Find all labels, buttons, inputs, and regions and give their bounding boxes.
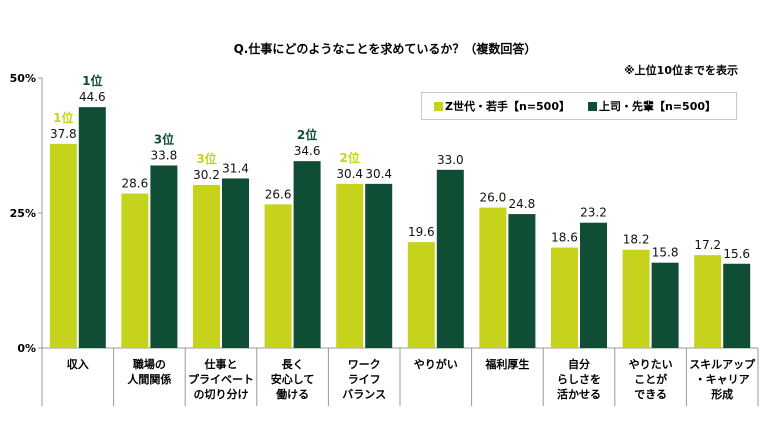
x-tick-label: ライフ	[348, 373, 381, 386]
data-label: 28.6	[122, 177, 149, 191]
bar-boss-senior	[78, 107, 106, 348]
bar-z-generation	[551, 247, 578, 348]
x-tick-label: の切り分け	[194, 387, 249, 401]
data-label: 30.4	[365, 167, 392, 181]
bar-z-generation	[121, 193, 149, 348]
data-label: 15.6	[723, 247, 750, 261]
legend-item-boss-senior: 上司・先輩【n=500】	[588, 98, 716, 114]
rank-label: 1位	[82, 73, 102, 88]
y-tick-label: 50%	[10, 72, 36, 85]
data-label: 26.0	[480, 191, 507, 205]
x-tick-label: 形成	[711, 387, 733, 401]
bar-z-generation	[193, 184, 220, 348]
x-tick-label: ワーク	[348, 358, 381, 371]
x-tick-label: やりたい	[629, 358, 673, 371]
x-tick-label: 収入	[67, 358, 89, 371]
rank-label: 3位	[154, 131, 174, 146]
y-tick-label: 0%	[17, 342, 36, 355]
x-tick-label: 長く	[282, 358, 304, 371]
bar-boss-senior	[436, 169, 464, 348]
chart-note: ※上位10位までを表示	[623, 64, 738, 77]
rank-label: 1位	[53, 110, 73, 125]
x-tick-label: プライベート	[188, 372, 254, 386]
x-tick-label: 仕事と	[204, 357, 238, 371]
rank-label: 2位	[297, 127, 317, 142]
legend-label-boss-senior: 上司・先輩【n=500】	[599, 100, 717, 113]
data-label: 26.6	[265, 187, 292, 201]
x-tick-label: 自分	[568, 357, 590, 371]
bar-boss-senior	[293, 161, 321, 348]
data-label: 18.2	[623, 233, 650, 247]
x-tick-label: 安心して	[271, 372, 315, 386]
x-tick-label: 福利厚生	[484, 357, 529, 371]
rank-label: 2位	[340, 150, 360, 165]
data-label: 19.6	[408, 225, 435, 239]
bar-boss-senior	[365, 183, 393, 348]
data-label: 30.4	[336, 167, 363, 181]
bar-z-generation	[407, 242, 435, 348]
bar-boss-senior	[508, 214, 536, 348]
bar-boss-senior	[651, 262, 679, 348]
legend-item-z-generation: Z世代・若手【n=500】	[434, 98, 570, 114]
data-label: 15.8	[652, 246, 679, 260]
x-tick-label: 活かせる	[557, 387, 601, 401]
legend-label-z-generation: Z世代・若手【n=500】	[445, 100, 570, 113]
x-tick-label: できる	[634, 388, 667, 401]
data-label: 30.2	[193, 168, 220, 182]
data-label: 24.8	[509, 197, 536, 211]
x-tick-label: スキルアップ	[689, 357, 756, 371]
data-label: 34.6	[294, 144, 321, 158]
data-label: 31.4	[222, 161, 249, 175]
bar-boss-senior	[222, 178, 249, 348]
legend-swatch-boss-senior	[588, 101, 597, 111]
data-label: 17.2	[694, 238, 721, 252]
bar-z-generation	[264, 204, 292, 348]
rank-label: 3位	[196, 151, 216, 166]
bar-z-generation	[479, 207, 507, 348]
x-tick-label: やりがい	[414, 357, 458, 371]
x-tick-label: らしさを	[557, 373, 601, 386]
x-tick-label: 職場の	[133, 357, 166, 371]
legend-swatch-z-generation	[434, 101, 443, 111]
bar-z-generation	[49, 143, 77, 348]
bar-z-generation	[694, 255, 722, 348]
x-tick-label: 人間関係	[127, 372, 171, 386]
x-tick-label: ・キャリア	[695, 373, 750, 386]
data-label: 33.0	[437, 153, 464, 167]
y-tick-label: 25%	[10, 207, 36, 220]
legend: Z世代・若手【n=500】 上司・先輩【n=500】	[421, 92, 737, 120]
data-label: 44.6	[79, 90, 106, 104]
bar-boss-senior	[723, 263, 751, 348]
x-tick-label: 働ける	[275, 387, 309, 401]
x-tick-label: ことが	[634, 372, 667, 386]
data-label: 18.6	[551, 231, 578, 245]
data-label: 37.8	[50, 127, 77, 141]
bar-boss-senior	[150, 165, 178, 348]
data-label: 33.8	[151, 148, 178, 162]
bar-z-generation	[336, 183, 364, 348]
bar-boss-senior	[580, 222, 607, 348]
bar-z-generation	[622, 249, 650, 348]
data-label: 23.2	[580, 206, 607, 220]
chart-title: Q.仕事にどのようなことを求めているか？（複数回答）	[233, 42, 537, 56]
x-tick-label: バランス	[342, 388, 386, 401]
